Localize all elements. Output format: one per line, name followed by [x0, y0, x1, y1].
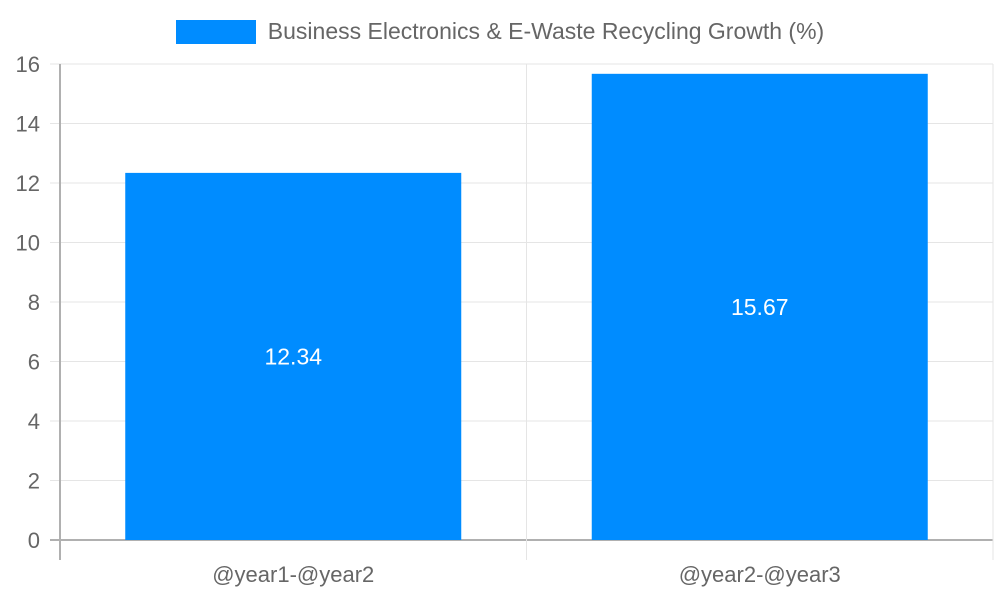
- bar[interactable]: [591, 73, 928, 540]
- y-tick-label: 0: [28, 528, 40, 553]
- x-tick-label: @year2-@year3: [679, 562, 841, 587]
- legend-swatch[interactable]: [175, 19, 256, 44]
- bar-value-label: 15.67: [731, 294, 789, 320]
- y-tick-label: 12: [16, 171, 40, 196]
- y-tick-label: 2: [28, 469, 40, 494]
- y-tick-label: 8: [28, 290, 40, 315]
- y-tick-label: 14: [16, 112, 40, 137]
- y-tick-label: 4: [28, 409, 40, 434]
- y-tick-label: 16: [16, 52, 40, 77]
- y-tick-label: 6: [28, 350, 40, 375]
- x-tick-label: @year1-@year2: [212, 562, 374, 587]
- bar[interactable]: [125, 172, 462, 540]
- legend-label: Business Electronics & E-Waste Recycling…: [267, 18, 825, 44]
- bar-value-label: 12.34: [264, 343, 322, 369]
- chart-legend: Business Electronics & E-Waste Recycling…: [0, 18, 1000, 45]
- y-tick-label: 10: [16, 231, 40, 256]
